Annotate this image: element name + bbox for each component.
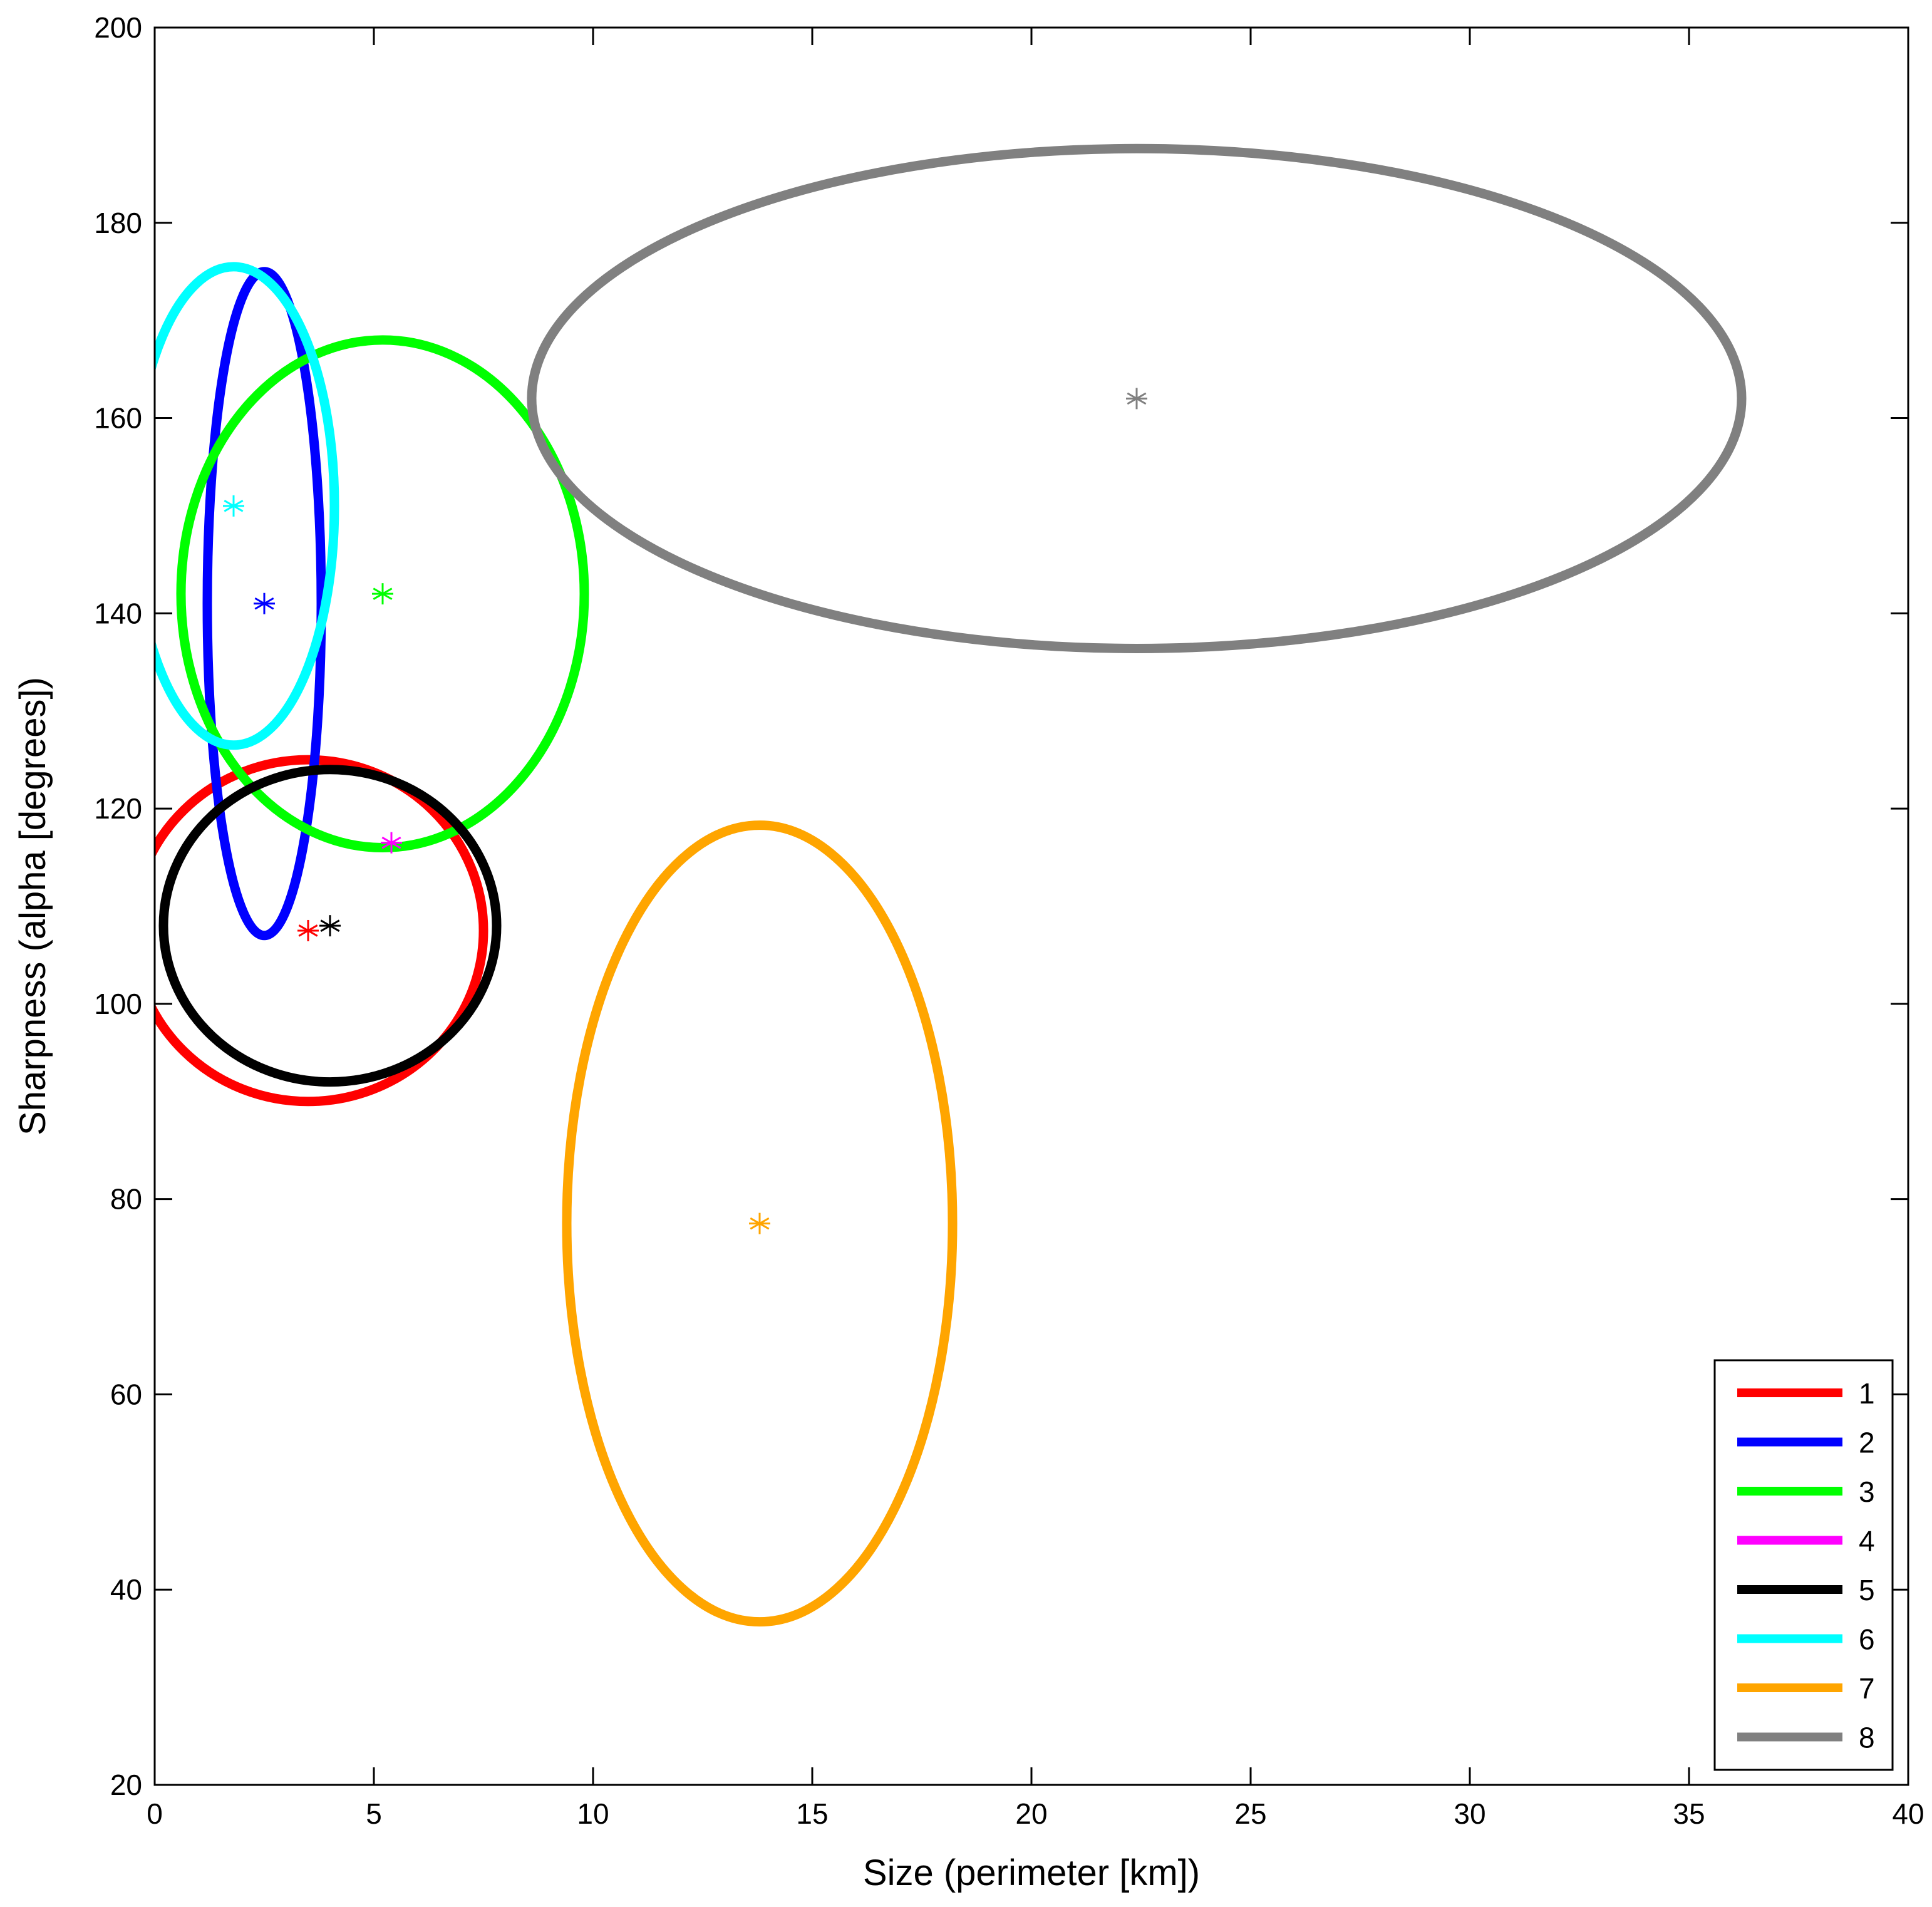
y-axis-label: Sharpness (alpha [degrees]) — [13, 677, 53, 1135]
legend-label-1: 1 — [1859, 1377, 1875, 1410]
ellipse-series-6 — [155, 262, 339, 750]
legend-label-2: 2 — [1859, 1427, 1875, 1459]
y-tick-label: 40 — [110, 1573, 142, 1606]
ellipse-series-5 — [158, 765, 502, 1087]
x-tick-label: 25 — [1234, 1797, 1266, 1830]
ellipse-group — [155, 143, 1747, 1627]
legend-label-3: 3 — [1859, 1475, 1875, 1508]
y-tick-label: 120 — [94, 792, 142, 825]
center-marker-series-8 — [1126, 388, 1147, 410]
legend-label-5: 5 — [1859, 1574, 1875, 1606]
ellipse-series-7 — [562, 820, 958, 1627]
y-tick-label: 200 — [94, 11, 142, 44]
y-tick-label: 100 — [94, 988, 142, 1020]
center-marker-series-5 — [319, 915, 341, 937]
x-tick-label: 5 — [366, 1797, 382, 1830]
x-tick-label: 10 — [577, 1797, 609, 1830]
center-marker-series-4 — [381, 832, 402, 854]
center-marker-group — [223, 388, 1147, 1234]
ellipse-series-1 — [155, 755, 488, 1107]
x-tick-label: 35 — [1673, 1797, 1705, 1830]
x-tick-label: 40 — [1892, 1797, 1924, 1830]
x-tick-label: 30 — [1454, 1797, 1485, 1830]
x-tick-label: 15 — [796, 1797, 828, 1830]
legend-box — [1713, 1359, 1894, 1771]
center-marker-series-1 — [297, 919, 319, 941]
x-tick-label: 20 — [1015, 1797, 1047, 1830]
legend-label-7: 7 — [1859, 1672, 1875, 1705]
legend: 1 2 3 4 5 6 7 8 — [1713, 1359, 1894, 1771]
y-tick-label: 180 — [94, 207, 142, 239]
center-marker-series-7 — [749, 1212, 770, 1234]
ellipse-series-8 — [527, 143, 1747, 653]
x-tick-label: 0 — [147, 1797, 163, 1830]
axis-ticks: 0 5 10 15 20 25 30 35 40204060801001201401601802… — [94, 11, 1924, 1830]
y-tick-label: 60 — [110, 1378, 142, 1410]
center-marker-series-6 — [223, 495, 244, 517]
center-marker-series-2 — [254, 592, 275, 614]
x-axis-label: Size (perimeter [km]) — [863, 1853, 1200, 1893]
y-tick-label: 160 — [94, 402, 142, 435]
legend-label-4: 4 — [1859, 1525, 1875, 1558]
y-tick-label: 140 — [94, 597, 142, 629]
legend-label-6: 6 — [1859, 1623, 1875, 1656]
legend-label-8: 8 — [1859, 1722, 1875, 1754]
y-tick-label: 20 — [110, 1769, 142, 1801]
y-tick-label: 80 — [110, 1183, 142, 1216]
plot-background — [155, 28, 1908, 1785]
center-marker-series-3 — [372, 583, 393, 605]
